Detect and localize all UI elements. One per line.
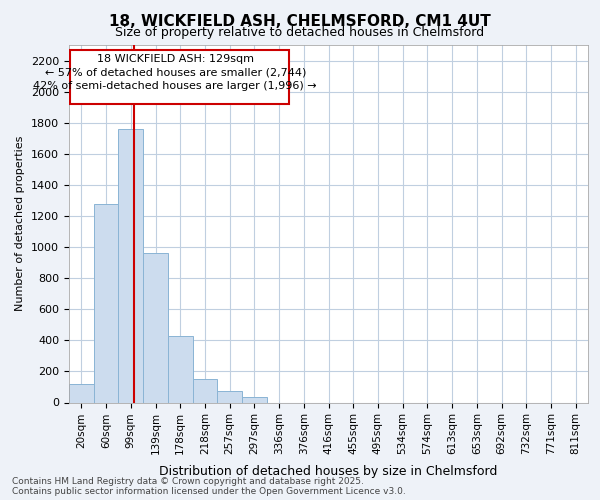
Y-axis label: Number of detached properties: Number of detached properties [16, 136, 25, 312]
Bar [193, 379, 217, 402]
X-axis label: Distribution of detached houses by size in Chelmsford: Distribution of detached houses by size … [160, 466, 497, 478]
Bar [69, 384, 94, 402]
Bar [118, 129, 143, 402]
Bar [94, 204, 118, 402]
Polygon shape [70, 50, 289, 104]
Text: Contains HM Land Registry data © Crown copyright and database right 2025.: Contains HM Land Registry data © Crown c… [12, 478, 364, 486]
Bar [168, 336, 193, 402]
Text: Contains public sector information licensed under the Open Government Licence v3: Contains public sector information licen… [12, 488, 406, 496]
Bar [242, 397, 267, 402]
Bar [217, 391, 242, 402]
Text: 18 WICKFIELD ASH: 129sqm
← 57% of detached houses are smaller (2,744)
42% of sem: 18 WICKFIELD ASH: 129sqm ← 57% of detach… [34, 54, 317, 90]
Text: 18, WICKFIELD ASH, CHELMSFORD, CM1 4UT: 18, WICKFIELD ASH, CHELMSFORD, CM1 4UT [109, 14, 491, 29]
Text: Size of property relative to detached houses in Chelmsford: Size of property relative to detached ho… [115, 26, 485, 39]
Bar [143, 254, 168, 402]
